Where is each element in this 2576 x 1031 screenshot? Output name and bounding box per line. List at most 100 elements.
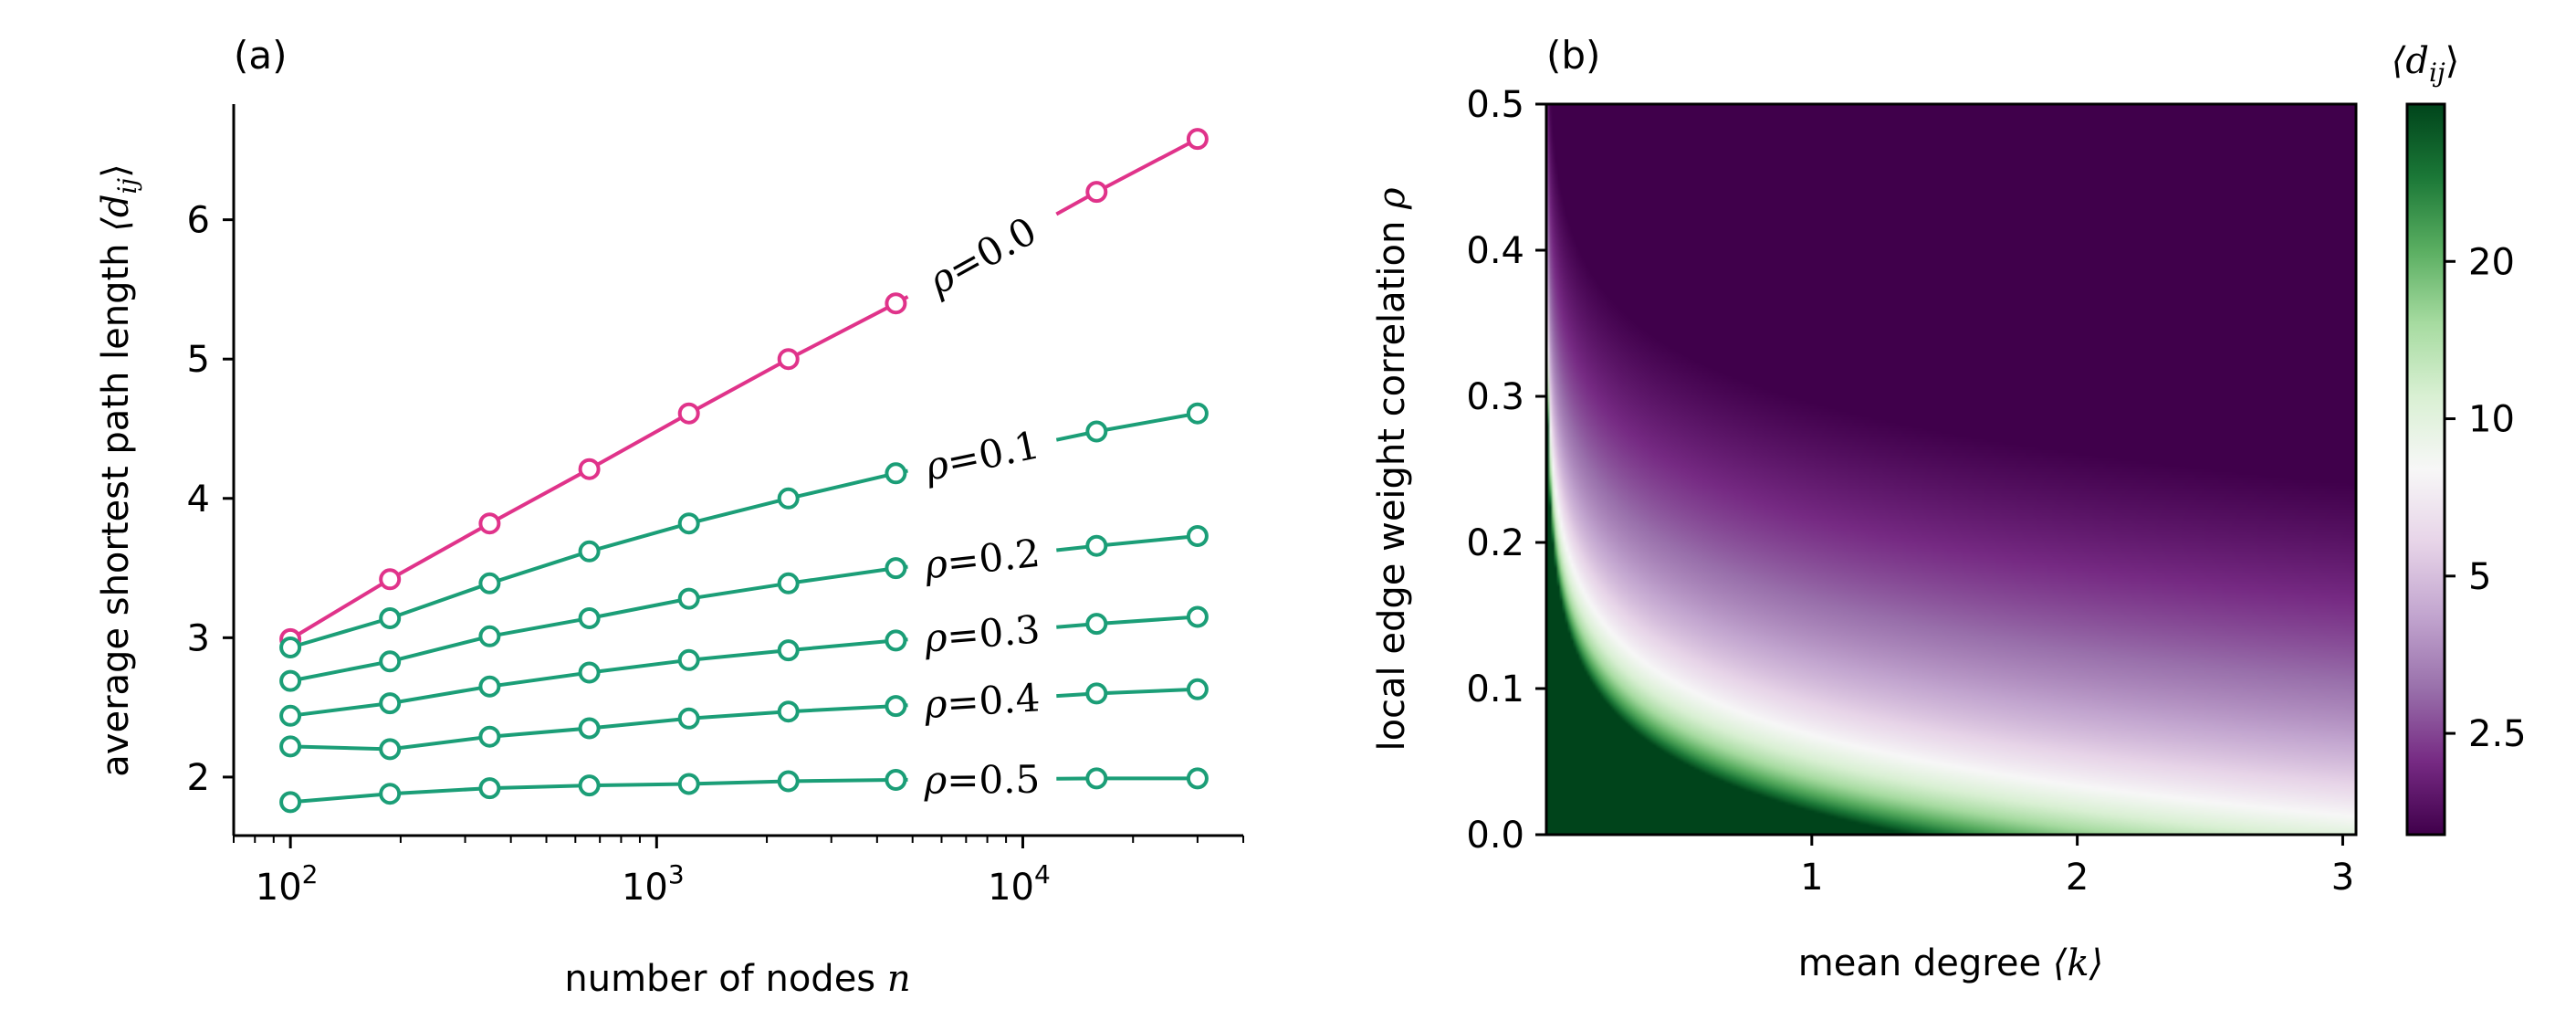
data-point-rho-5-6	[885, 769, 907, 791]
series-line-rho-3	[289, 615, 1199, 718]
panel-b-x-axis-label: mean degree ⟨k⟩	[1798, 942, 2104, 984]
data-point-rho-3-2	[478, 675, 501, 698]
data-point-rho-2-8	[1186, 525, 1209, 547]
panel-a-line-chart: (a) ρ=0.0 ρ=0.1 ρ=0.2 ρ=0.3 ρ=0.4 ρ=0.5 2 3 4 5 6…	[95, 33, 1244, 1000]
y-tick-label: 5	[187, 339, 210, 381]
data-point-rho-0-5	[777, 348, 800, 371]
y-tick-label: 0.3	[1466, 376, 1524, 418]
data-point-rho-5-5	[777, 770, 800, 793]
y-tick-label: 0.5	[1466, 84, 1524, 126]
colorbar-frame	[2405, 102, 2446, 836]
colorbar-ticks: 20 10 5 2.5	[2445, 241, 2527, 755]
panel-a-label: (a)	[234, 33, 288, 78]
data-point-rho-1-7	[1085, 420, 1108, 443]
panel-a-x-ticks: 102 103 104	[233, 836, 1244, 909]
data-point-rho-5-1	[379, 783, 402, 805]
data-point-rho-5-3	[578, 774, 601, 797]
panel-b-x-ticks: 1 2 3	[1800, 835, 2354, 899]
data-point-rho-2-2	[478, 625, 501, 647]
colorbar-title: ⟨dij⟩	[2392, 40, 2459, 88]
curve-label-rho-3: ρ=0.3	[922, 606, 1042, 660]
data-point-rho-0-2	[478, 512, 501, 535]
data-point-rho-0-1	[379, 568, 402, 591]
curve-label-rho-5: ρ=0.5	[923, 756, 1040, 802]
data-point-rho-0-3	[578, 458, 601, 480]
x-tick-label: 3	[2331, 857, 2354, 899]
panel-a-series	[279, 128, 1209, 814]
data-point-rho-3-4	[677, 648, 700, 671]
data-point-rho-1-1	[379, 607, 402, 629]
data-point-rho-4-8	[1186, 678, 1209, 700]
series-line-rho-5	[289, 776, 1198, 805]
data-point-rho-4-6	[885, 695, 907, 718]
data-point-rho-0-8	[1186, 128, 1209, 151]
colorbar-tick-label: 10	[2468, 399, 2515, 441]
data-point-rho-3-7	[1085, 613, 1108, 636]
x-tick-label: 1	[1800, 857, 1823, 899]
data-point-rho-4-3	[578, 717, 601, 740]
data-point-rho-2-7	[1085, 534, 1108, 557]
data-point-rho-0-7	[1085, 181, 1108, 204]
data-point-rho-5-8	[1186, 767, 1209, 790]
data-point-rho-5-0	[279, 791, 302, 814]
panel-b-heatmap: (b) 0.0 0.1 0.2 0.3 0.4 0.5 1 2 3 mean degree ⟨…	[1371, 33, 2527, 984]
data-point-rho-1-4	[677, 512, 700, 535]
data-point-rho-3-6	[885, 629, 907, 652]
data-point-rho-3-1	[379, 692, 402, 715]
y-tick-label: 0.2	[1466, 522, 1524, 564]
data-point-rho-4-1	[379, 738, 402, 761]
curve-label-rho-4: ρ=0.4	[922, 675, 1042, 727]
data-point-rho-2-0	[279, 669, 302, 692]
panel-a-y-ticks: 2 3 4 5 6	[187, 200, 234, 799]
data-point-rho-3-3	[578, 661, 601, 684]
x-tick-label: 104	[988, 859, 1051, 909]
data-point-rho-1-2	[478, 572, 501, 594]
data-point-rho-2-6	[885, 557, 907, 580]
data-point-rho-4-5	[777, 700, 800, 723]
data-point-rho-2-1	[379, 650, 402, 673]
x-tick-label: 103	[622, 859, 685, 909]
heatmap-frame	[1545, 102, 2358, 836]
data-point-rho-3-0	[279, 704, 302, 727]
data-point-rho-1-6	[885, 462, 907, 485]
curve-label-rho-2: ρ=0.2	[921, 530, 1042, 587]
data-point-rho-1-5	[777, 487, 800, 510]
y-tick-label: 6	[187, 200, 210, 242]
data-point-rho-2-4	[677, 587, 700, 610]
y-tick-label: 0.0	[1466, 815, 1524, 857]
series-line-rho-1	[289, 411, 1199, 649]
series-line-rho-0	[289, 137, 1199, 641]
y-tick-label: 0.1	[1466, 668, 1524, 710]
data-point-rho-3-5	[777, 639, 800, 662]
data-point-rho-5-4	[677, 773, 700, 795]
data-point-rho-5-7	[1085, 767, 1108, 790]
data-point-rho-4-0	[279, 735, 302, 758]
panel-b-y-axis-label: local edge weight correlation ρ	[1371, 187, 1413, 752]
data-point-rho-0-6	[885, 292, 907, 315]
panel-a-curve-labels: ρ=0.0 ρ=0.1 ρ=0.2 ρ=0.3 ρ=0.4 ρ=0.5	[920, 208, 1043, 803]
data-point-rho-3-8	[1186, 605, 1209, 628]
y-tick-label: 3	[187, 617, 210, 659]
data-point-rho-2-3	[578, 607, 601, 629]
colorbar-tick-label: 2.5	[2468, 713, 2527, 755]
colorbar-tick-label: 20	[2468, 241, 2515, 283]
panel-a-y-axis-label: average shortest path length ⟨dij⟩	[95, 163, 142, 776]
curve-label-rho-1: ρ=0.1	[920, 422, 1043, 489]
data-point-rho-4-2	[478, 725, 501, 748]
colorbar-tick-label: 5	[2468, 556, 2491, 598]
data-point-rho-1-3	[578, 540, 601, 563]
curve-label-rho-0: ρ=0.0	[920, 208, 1043, 304]
data-point-rho-2-5	[777, 572, 800, 594]
y-tick-label: 4	[187, 479, 210, 521]
data-point-rho-4-7	[1085, 682, 1108, 705]
data-point-rho-1-0	[279, 636, 302, 658]
data-point-rho-5-2	[478, 777, 501, 800]
data-point-rho-0-4	[677, 402, 700, 425]
y-tick-label: 2	[187, 757, 210, 799]
data-point-rho-4-4	[677, 707, 700, 730]
panel-b-label: (b)	[1546, 33, 1600, 78]
panel-b-y-ticks: 0.0 0.1 0.2 0.3 0.4 0.5	[1466, 84, 1546, 857]
data-point-rho-1-8	[1186, 402, 1209, 425]
panel-a-x-axis-label: number of nodes n	[564, 958, 910, 1000]
